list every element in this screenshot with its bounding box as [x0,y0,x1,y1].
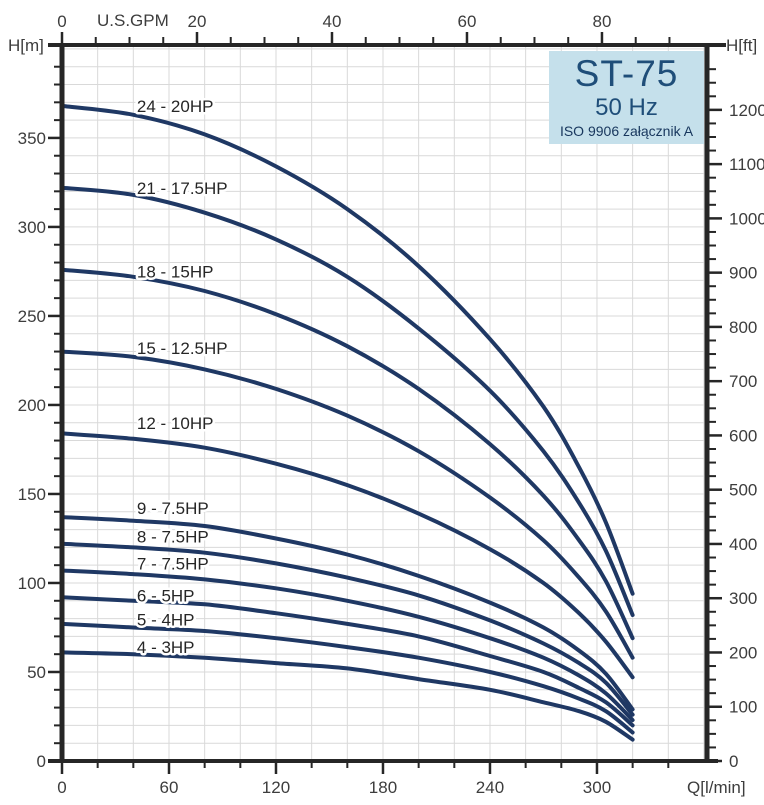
left-tick-label: 0 [37,752,46,771]
curve-4-stage [60,650,635,742]
left-tick-label: 250 [18,307,46,326]
top-axis-unit-label: U.S.GPM [97,11,169,30]
right-tick-label: 100 [729,698,757,717]
right-tick-label: 500 [729,481,757,500]
pump-frequency: 50 Hz [595,94,658,121]
curve-21-stage [60,185,635,617]
curve-6-stage [60,595,635,728]
curve-8-stage [60,541,635,717]
bottom-tick-label: 120 [262,778,290,797]
right-tick-label: 900 [729,264,757,283]
curve-18-stage [60,267,635,641]
right-tick-label: 400 [729,535,757,554]
curve-5-stage [60,621,635,735]
right-tick-label: 1200 [729,101,764,120]
right-tick-label: 200 [729,643,757,662]
curve-label-21-stage: 21 - 17.5HP [137,179,228,198]
right-tick-label: 0 [729,752,738,771]
curve-label-8-stage: 8 - 7.5HP [137,528,209,547]
right-tick-label: 800 [729,318,757,337]
test-standard: ISO 9906 załącznik A [559,123,694,139]
curve-15-stage [60,349,635,660]
curve-label-9-stage: 9 - 7.5HP [137,499,209,518]
right-axis-unit-label: H[ft] [726,36,758,55]
top-tick-label: 0 [57,12,66,31]
top-tick-label: 40 [323,12,342,31]
curve-labels: 24 - 20HP 21 - 17.5HP 18 - 15HP 15 - 12.5HP… [134,94,230,659]
top-tick-label: 80 [593,12,612,31]
curve-label-5-stage: 5 - 4HP [137,610,195,629]
curve-24-stage [60,103,635,596]
curve-9-stage [60,515,635,712]
curve-label-18-stage: 18 - 15HP [137,262,214,281]
curve-12-stage [60,431,635,680]
pump-model: ST-75 [574,53,679,94]
bottom-tick-label: 0 [57,778,66,797]
bottom-tick-label: 240 [476,778,504,797]
top-tick-label: 60 [458,12,477,31]
curve-label-6-stage: 6 - 5HP [137,586,195,605]
right-tick-label: 1100 [729,155,764,174]
axis-ticks [48,32,722,774]
title-box: ST-75 50 Hz ISO 9906 załącznik A [549,51,704,144]
bottom-tick-label: 180 [369,778,397,797]
curve-label-4-stage: 4 - 3HP [137,638,195,657]
performance-curves [60,103,635,742]
right-tick-label: 700 [729,372,757,391]
bottom-tick-label: 60 [160,778,179,797]
left-tick-label: 300 [18,218,46,237]
curve-label-24-stage: 24 - 20HP [137,97,214,116]
right-tick-label: 600 [729,426,757,445]
left-tick-label: 150 [18,485,46,504]
plot-frame [48,43,726,763]
bottom-axis-unit-label: Q[l/min] [687,778,746,797]
left-tick-label: 50 [27,663,46,682]
bottom-tick-label: 300 [583,778,611,797]
left-tick-label: 100 [18,574,46,593]
curve-label-15-stage: 15 - 12.5HP [137,339,228,358]
left-tick-label: 200 [18,396,46,415]
right-tick-label: 1000 [729,209,764,228]
curve-label-7-stage: 7 - 7.5HP [137,554,209,573]
curve-label-12-stage: 12 - 10HP [137,414,214,433]
left-tick-label: 350 [18,129,46,148]
right-tick-label: 300 [729,589,757,608]
left-axis-unit-label: H[m] [8,36,44,55]
top-tick-label: 20 [188,12,207,31]
curve-7-stage [60,568,635,723]
